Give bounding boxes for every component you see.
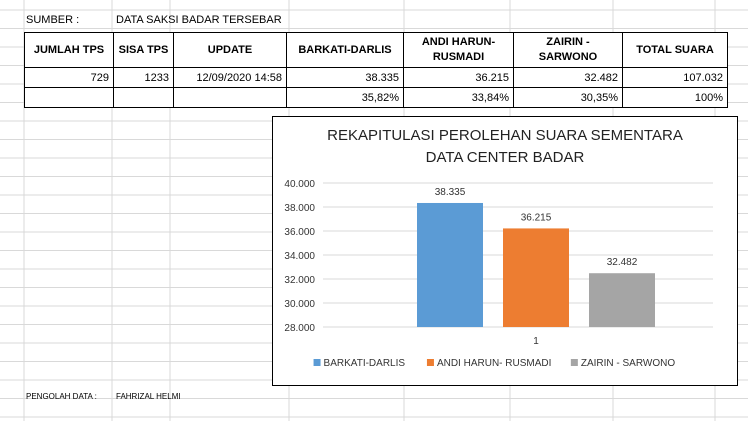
cell-total[interactable]: 107.032 xyxy=(622,67,728,88)
header-sisa-tps: SISA TPS xyxy=(113,32,174,68)
data-label: 32.482 xyxy=(607,257,638,268)
table-row: 729 1233 12/09/2020 14:58 38.335 36.215 … xyxy=(24,67,728,88)
y-tick-label: 36.000 xyxy=(284,227,315,238)
header-total: TOTAL SUARA xyxy=(622,32,728,68)
bar-chart: 28.000 30.000 32.000 34.000 36.000 38.000 40.0… xyxy=(284,179,713,369)
legend-label: ZAIRIN - SARWONO xyxy=(581,358,675,369)
data-label: 36.215 xyxy=(521,212,552,223)
y-tick-label: 38.000 xyxy=(284,203,315,214)
source-label: SUMBER : xyxy=(26,14,80,26)
data-label: 38.335 xyxy=(435,187,466,198)
y-tick-label: 40.000 xyxy=(284,179,315,190)
cell-update[interactable]: 12/09/2020 14:58 xyxy=(173,67,287,88)
table-row: 35,82% 33,84% 30,35% 100% xyxy=(24,87,728,108)
cell-empty[interactable] xyxy=(24,87,114,108)
x-tick-label: 1 xyxy=(533,336,539,347)
legend-swatch xyxy=(570,359,578,366)
header-jumlah-tps: JUMLAH TPS xyxy=(24,32,114,68)
legend-label: BARKATI-DARLIS xyxy=(324,358,406,369)
y-tick-label: 30.000 xyxy=(284,299,315,310)
y-tick-label: 28.000 xyxy=(284,323,315,334)
legend-label: ANDI HARUN- RUSMADI xyxy=(437,358,551,369)
cell-pct-candidate-2[interactable]: 33,84% xyxy=(403,87,514,108)
footer-value: FAHRIZAL HELMI xyxy=(116,392,181,401)
bar xyxy=(589,273,655,327)
y-tick-label: 32.000 xyxy=(284,275,315,286)
bar xyxy=(417,202,483,327)
y-tick-label: 34.000 xyxy=(284,251,315,262)
cell-pct-candidate-1[interactable]: 35,82% xyxy=(286,87,404,108)
chart-subtitle: DATA CENTER BADAR xyxy=(425,149,585,166)
results-table: JUMLAH TPS SISA TPS UPDATE BARKATI-DARLI… xyxy=(24,32,728,108)
cell-candidate-3[interactable]: 32.482 xyxy=(513,67,623,88)
legend-swatch xyxy=(313,359,321,366)
header-update: UPDATE xyxy=(173,32,287,68)
table-header-row: JUMLAH TPS SISA TPS UPDATE BARKATI-DARLI… xyxy=(24,32,728,68)
header-candidate-1: BARKATI-DARLIS xyxy=(286,32,404,68)
header-candidate-2: ANDI HARUN- RUSMADI xyxy=(403,32,514,68)
cell-pct-candidate-3[interactable]: 30,35% xyxy=(513,87,623,108)
cell-jumlah-tps[interactable]: 729 xyxy=(24,67,114,88)
cell-empty[interactable] xyxy=(173,87,287,108)
cell-candidate-1[interactable]: 38.335 xyxy=(286,67,404,88)
cell-pct-total[interactable]: 100% xyxy=(622,87,728,108)
cell-sisa-tps[interactable]: 1233 xyxy=(113,67,174,88)
chart-title: REKAPITULASI PEROLEHAN SUARA SEMENTARA xyxy=(327,127,683,144)
source-value: DATA SAKSI BADAR TERSEBAR xyxy=(116,14,282,26)
bar xyxy=(503,228,569,327)
legend-swatch xyxy=(426,359,434,366)
cell-empty[interactable] xyxy=(113,87,174,108)
chart-container[interactable]: REKAPITULASI PEROLEHAN SUARA SEMENTARA D… xyxy=(272,116,738,386)
footer-label: PENGOLAH DATA : xyxy=(26,392,97,401)
cell-candidate-2[interactable]: 36.215 xyxy=(403,67,514,88)
header-candidate-3: ZAIRIN - SARWONO xyxy=(513,32,623,68)
